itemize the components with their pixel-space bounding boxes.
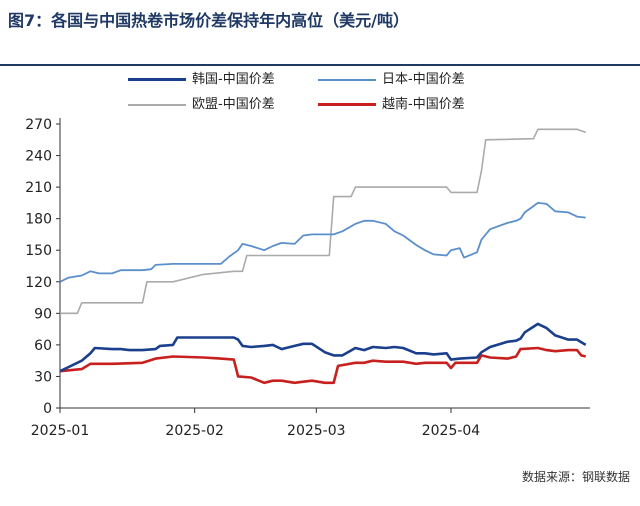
chart-series-lines (59, 128, 587, 385)
x-tick-label: 2025-02 (165, 423, 224, 439)
series-line-eu (60, 128, 586, 315)
legend-swatch-vietnam (318, 103, 376, 106)
x-tick-label: 2025-01 (31, 423, 90, 439)
x-tick-label: 2025-04 (422, 423, 481, 439)
y-tick-label: 180 (25, 212, 52, 228)
legend-label-korea: 韩国-中国价差 (192, 72, 275, 87)
series-line-japan (59, 202, 586, 283)
legend-label-vietnam: 越南-中国价差 (382, 97, 465, 112)
legend-label-japan: 日本-中国价差 (382, 72, 465, 87)
legend-item-vietnam: 越南-中国价差 (318, 96, 465, 114)
y-tick-label: 150 (25, 243, 52, 259)
chart-title: 图7：各国与中国热卷市场价差保持年内高位（美元/吨） (8, 11, 409, 30)
y-tick-label: 240 (25, 149, 52, 165)
legend-label-eu: 欧盟-中国价差 (192, 97, 275, 112)
legend-swatch-eu (128, 103, 186, 106)
y-tick-label: 90 (34, 306, 52, 322)
series-line-vietnam (59, 346, 587, 385)
legend-swatch-korea (128, 78, 186, 81)
y-tick-label: 270 (25, 117, 52, 133)
chart-axes: 0 30 60 90 120 150 180 210 240 270 2025-01 2025-02 2… (25, 117, 590, 439)
legend-swatch-japan (318, 78, 376, 81)
legend-item-eu: 欧盟-中国价差 (128, 96, 275, 114)
y-tick-label: 120 (25, 275, 52, 291)
y-tick-label: 210 (25, 180, 52, 196)
y-tick-label: 30 (34, 369, 52, 385)
legend-item-korea: 韩国-中国价差 (128, 71, 275, 89)
source-note: 数据来源：钢联数据 (521, 470, 630, 484)
legend-item-japan: 日本-中国价差 (318, 71, 465, 89)
series-line-korea (59, 322, 587, 373)
title-divider (0, 64, 640, 66)
y-tick-label: 0 (43, 401, 52, 417)
y-tick-label: 60 (34, 338, 52, 354)
x-tick-label: 2025-03 (287, 423, 346, 439)
